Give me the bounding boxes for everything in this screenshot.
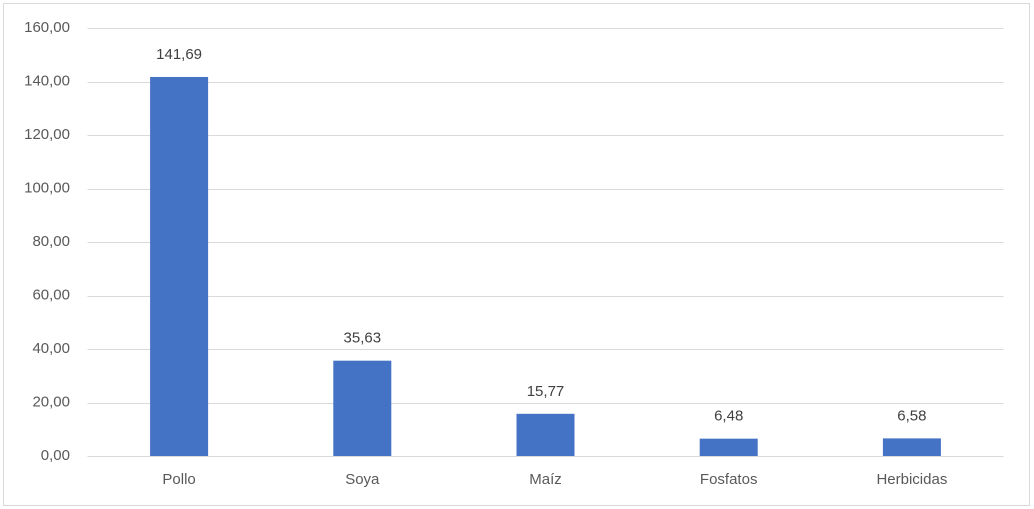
value-label: 141,69 bbox=[156, 46, 202, 63]
y-tick-label: 100,00 bbox=[24, 179, 70, 196]
y-tick-label: 80,00 bbox=[32, 233, 70, 250]
x-tick-label: Soya bbox=[345, 471, 380, 488]
x-tick-label: Pollo bbox=[162, 471, 195, 488]
bar bbox=[699, 438, 758, 456]
bar bbox=[882, 438, 941, 456]
y-tick-label: 20,00 bbox=[32, 393, 70, 410]
y-tick-label: 120,00 bbox=[24, 126, 70, 143]
x-tick-label: Maíz bbox=[529, 471, 562, 488]
x-tick-label: Herbicidas bbox=[876, 471, 947, 488]
bar bbox=[333, 360, 392, 456]
y-tick-label: 140,00 bbox=[24, 72, 70, 89]
value-label: 35,63 bbox=[344, 330, 382, 347]
value-label: 6,58 bbox=[897, 407, 926, 424]
bar bbox=[516, 413, 575, 456]
y-tick-label: 160,00 bbox=[24, 19, 70, 36]
bar bbox=[150, 76, 209, 456]
value-label: 6,48 bbox=[714, 408, 743, 425]
y-tick-label: 40,00 bbox=[32, 340, 70, 357]
y-tick-label: 60,00 bbox=[32, 286, 70, 303]
x-tick-label: Fosfatos bbox=[700, 471, 758, 488]
y-tick-label: 0,00 bbox=[41, 447, 70, 464]
value-label: 15,77 bbox=[527, 383, 565, 400]
